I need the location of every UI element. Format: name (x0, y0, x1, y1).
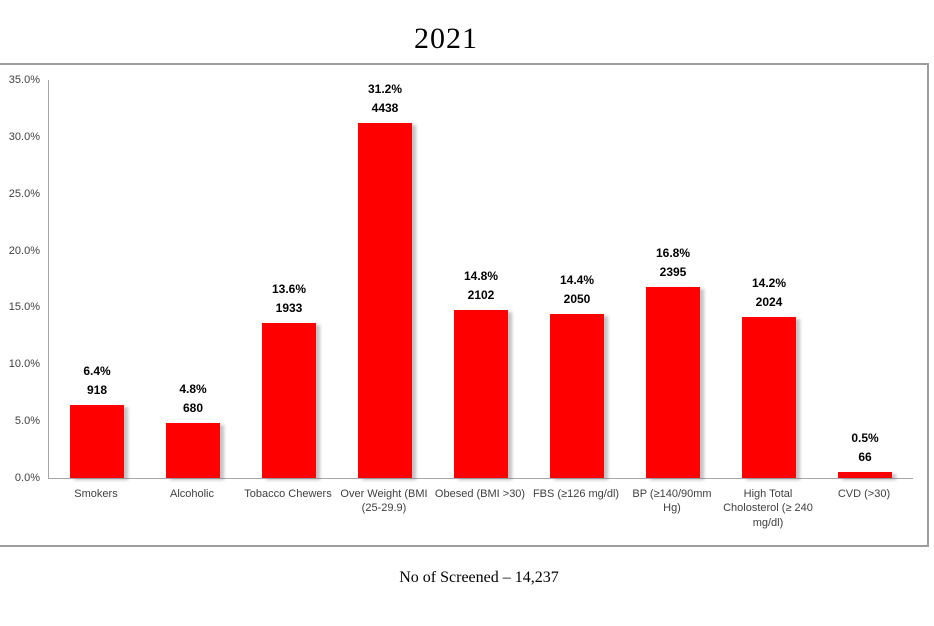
x-axis-label: Smokers (74, 488, 118, 500)
bar-value-label: 0.5% 66 (805, 429, 925, 467)
bar-cell: 14.4% 2050 (529, 80, 625, 478)
bar (838, 472, 892, 478)
bar-percent-label: 0.5% (851, 431, 879, 446)
y-tick-label: 10.0% (8, 358, 40, 371)
bar (166, 423, 220, 478)
bar (70, 405, 124, 478)
y-tick-label: 35.0% (8, 74, 40, 86)
bar-cell: 14.2% 2024 (721, 80, 817, 478)
x-axis-label: FBS (≥126 mg/dl) (532, 488, 620, 500)
y-axis: 0.0% 5.0% 10.0% 15.0% 20.0% 25.0% 30.0% 35.0% (0, 74, 42, 484)
bar-value-label: 6.4% 918 (37, 362, 157, 400)
y-tick-label: 5.0% (14, 415, 40, 428)
x-axis-label: BP (≥140/90mm Hg) (632, 488, 712, 515)
plot-area: 6.4% 918 4.8% 680 13.6% 1933 31.2% 4438 14.8% 210… (48, 80, 913, 479)
bar-count-label: 2050 (563, 292, 591, 307)
bar-cell: 31.2% 4438 (337, 80, 433, 478)
bar (358, 123, 412, 478)
x-axis-label: Obesed (BMI >30) (434, 488, 526, 500)
bar-percent-label: 4.8% (179, 382, 207, 397)
bar-count-label: 4438 (371, 101, 399, 116)
bar-percent-label: 14.2% (751, 275, 787, 290)
bar-percent-label: 6.4% (83, 364, 111, 379)
bar-value-label: 14.4% 2050 (517, 271, 637, 309)
chart-frame (0, 63, 929, 547)
bar-percent-label: 31.2% (367, 82, 403, 97)
bar-percent-label: 14.4% (559, 273, 595, 288)
y-tick-label: 30.0% (8, 130, 40, 143)
bar-value-label: 4.8% 680 (133, 380, 253, 418)
bar (550, 314, 604, 478)
bar-count-label: 2395 (659, 264, 687, 279)
bar-value-label: 16.8% 2395 (613, 244, 733, 282)
y-tick-label: 15.0% (8, 301, 40, 314)
bar-count-label: 66 (858, 450, 872, 465)
bar-cell: 16.8% 2395 (625, 80, 721, 478)
bar (262, 323, 316, 478)
bar-count-label: 1933 (275, 301, 303, 316)
bar-count-label: 2024 (755, 294, 783, 309)
bar-value-label: 31.2% 4438 (325, 80, 445, 118)
bar (646, 286, 700, 478)
bar-percent-label: 14.8% (463, 268, 499, 283)
x-axis-label: High Total Cholosterol (≥ 240 mg/dl) (723, 488, 813, 529)
x-axis-label: CVD (>30) (837, 488, 891, 500)
bar (454, 309, 508, 478)
y-tick-label: 25.0% (8, 187, 40, 200)
bar-cell: 14.8% 2102 (433, 80, 529, 478)
bar-value-label: 14.2% 2024 (709, 274, 829, 312)
bar-percent-label: 13.6% (271, 282, 307, 297)
bar-cell: 6.4% 918 (49, 80, 145, 478)
bar-value-label: 14.8% 2102 (421, 267, 541, 305)
x-axis-label: Tobacco Chewers (244, 488, 332, 500)
y-tick-label: 0.0% (14, 472, 40, 484)
bar-cell: 4.8% 680 (145, 80, 241, 478)
x-axis-labels: Smokers Alcoholic Tobacco Chewers Over Weig… (48, 487, 912, 530)
x-axis-label: Alcoholic (169, 488, 215, 500)
chart-title: 2021 (414, 22, 478, 55)
bar-cell: 0.5% 66 (817, 80, 913, 478)
screened-count-caption: No of Screened – 14,237 (399, 569, 559, 586)
bar-percent-label: 16.8% (655, 245, 691, 260)
bar-cell: 13.6% 1933 (241, 80, 337, 478)
bar (742, 316, 796, 478)
x-axis-label: Over Weight (BMI (25-29.9) (340, 488, 428, 515)
bar-count-label: 2102 (467, 287, 495, 302)
bar-value-label: 13.6% 1933 (229, 280, 349, 318)
y-tick-label: 20.0% (8, 244, 40, 257)
bar-count-label: 680 (182, 401, 204, 416)
bar-count-label: 918 (86, 383, 108, 398)
